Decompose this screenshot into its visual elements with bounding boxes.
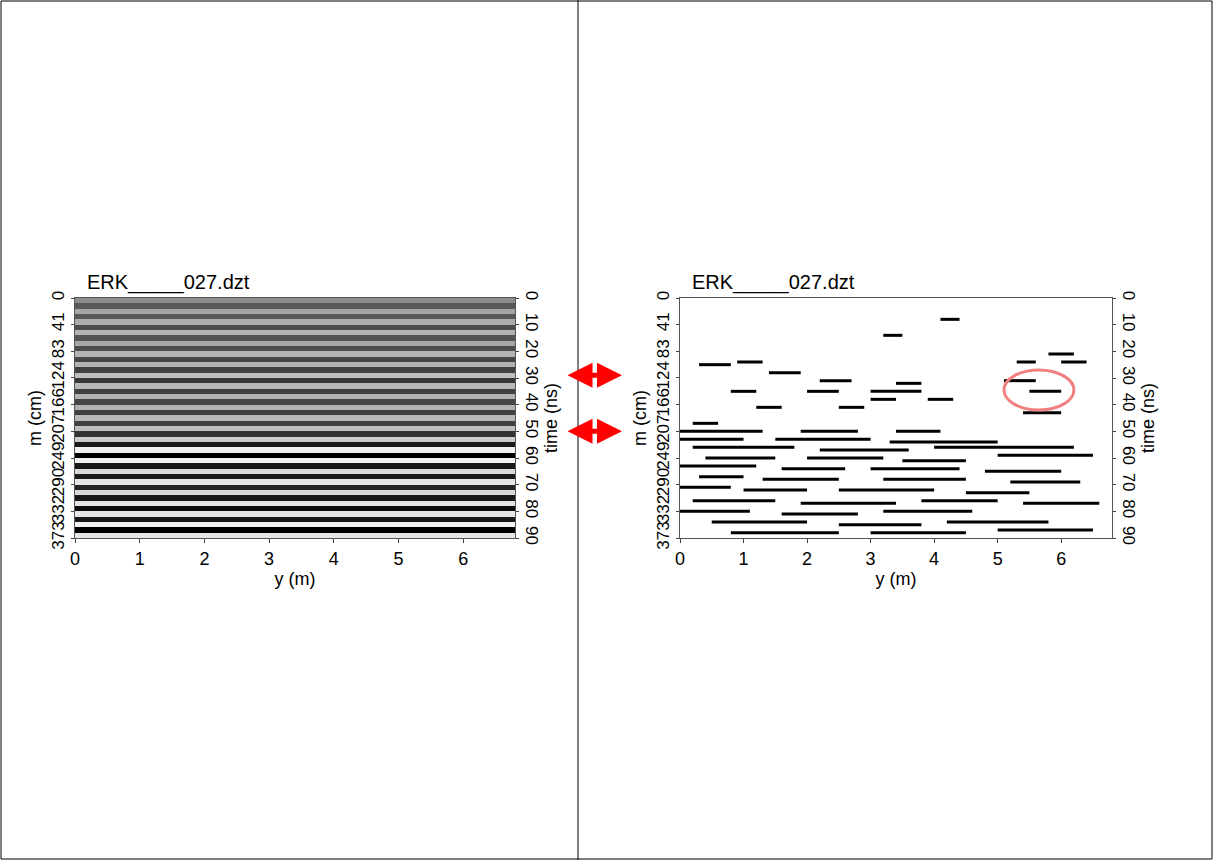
svg-text:time (ns): time (ns) xyxy=(541,383,561,453)
svg-text:50: 50 xyxy=(522,419,541,438)
svg-text:80: 80 xyxy=(522,499,541,518)
svg-text:90: 90 xyxy=(1119,526,1138,545)
svg-text:0: 0 xyxy=(654,291,673,300)
svg-text:y (m): y (m) xyxy=(876,569,917,589)
svg-text:83: 83 xyxy=(49,339,68,358)
svg-text:m (cm): m (cm) xyxy=(25,390,45,446)
svg-text:166: 166 xyxy=(49,388,68,416)
svg-text:5: 5 xyxy=(394,549,404,569)
svg-text:3: 3 xyxy=(264,549,274,569)
svg-text:50: 50 xyxy=(1119,419,1138,438)
svg-text:373: 373 xyxy=(49,521,68,549)
svg-text:20: 20 xyxy=(522,339,541,358)
svg-text:60: 60 xyxy=(522,446,541,465)
svg-text:y (m): y (m) xyxy=(275,569,316,589)
svg-text:30: 30 xyxy=(1119,366,1138,385)
svg-text:207: 207 xyxy=(654,414,673,442)
svg-text:2: 2 xyxy=(802,549,812,569)
svg-text:m (cm): m (cm) xyxy=(630,390,650,446)
svg-text:ERK_____027.dzt: ERK_____027.dzt xyxy=(87,271,250,294)
svg-text:80: 80 xyxy=(1119,499,1138,518)
svg-text:0: 0 xyxy=(1119,291,1138,300)
svg-text:30: 30 xyxy=(522,366,541,385)
svg-text:0: 0 xyxy=(522,291,541,300)
svg-text:6: 6 xyxy=(1056,549,1066,569)
svg-text:40: 40 xyxy=(522,393,541,412)
svg-text:0: 0 xyxy=(70,549,80,569)
svg-text:332: 332 xyxy=(654,495,673,523)
svg-text:249: 249 xyxy=(654,441,673,469)
svg-text:373: 373 xyxy=(654,521,673,549)
svg-text:249: 249 xyxy=(49,441,68,469)
svg-text:70: 70 xyxy=(522,473,541,492)
svg-text:6: 6 xyxy=(458,549,468,569)
svg-text:4: 4 xyxy=(329,549,339,569)
svg-text:290: 290 xyxy=(49,468,68,496)
svg-text:10: 10 xyxy=(522,313,541,332)
svg-text:332: 332 xyxy=(49,495,68,523)
svg-text:41: 41 xyxy=(49,312,68,331)
svg-text:4: 4 xyxy=(929,549,939,569)
svg-text:124: 124 xyxy=(49,361,68,389)
svg-text:40: 40 xyxy=(1119,393,1138,412)
svg-text:90: 90 xyxy=(522,526,541,545)
svg-text:0: 0 xyxy=(49,291,68,300)
svg-text:60: 60 xyxy=(1119,446,1138,465)
svg-text:70: 70 xyxy=(1119,473,1138,492)
svg-text:5: 5 xyxy=(993,549,1003,569)
svg-text:1: 1 xyxy=(135,549,145,569)
svg-text:207: 207 xyxy=(49,414,68,442)
svg-text:2: 2 xyxy=(199,549,209,569)
svg-text:1: 1 xyxy=(739,549,749,569)
svg-text:83: 83 xyxy=(654,339,673,358)
svg-text:166: 166 xyxy=(654,388,673,416)
svg-text:0: 0 xyxy=(675,549,685,569)
svg-text:290: 290 xyxy=(654,468,673,496)
svg-text:ERK_____027.dzt: ERK_____027.dzt xyxy=(692,271,855,294)
svg-text:124: 124 xyxy=(654,361,673,389)
svg-text:10: 10 xyxy=(1119,313,1138,332)
svg-text:3: 3 xyxy=(866,549,876,569)
svg-text:41: 41 xyxy=(654,312,673,331)
svg-text:20: 20 xyxy=(1119,339,1138,358)
svg-text:time (ns): time (ns) xyxy=(1138,383,1158,453)
